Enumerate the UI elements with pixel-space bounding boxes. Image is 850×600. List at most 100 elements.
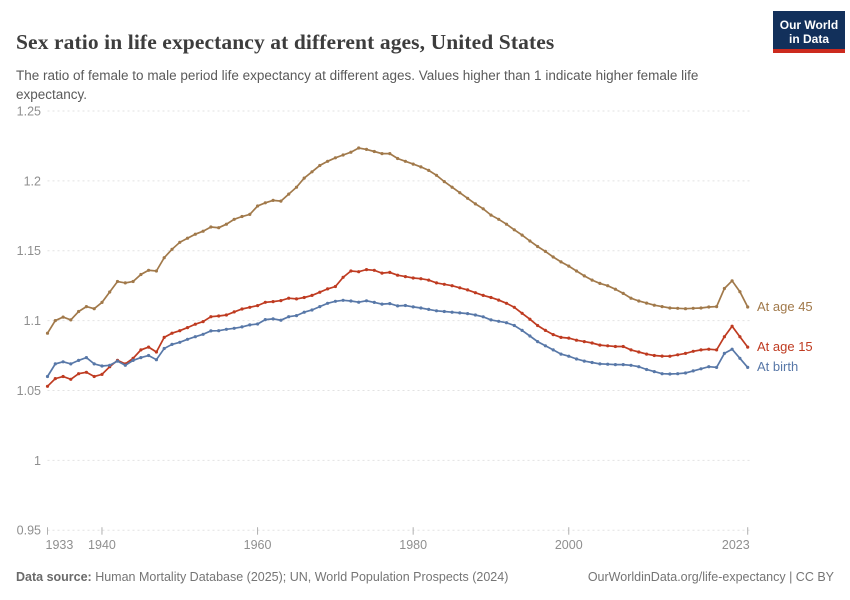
data-point <box>201 332 205 336</box>
data-point <box>481 293 485 297</box>
data-point <box>512 228 516 232</box>
data-point <box>380 302 384 306</box>
data-point <box>256 304 260 308</box>
data-point <box>551 333 555 337</box>
data-point <box>512 323 516 328</box>
data-source-text: Human Mortality Database (2025); UN, Wor… <box>91 570 509 584</box>
data-point <box>61 315 65 319</box>
data-point <box>61 374 65 379</box>
data-point <box>69 318 73 322</box>
data-point <box>691 369 695 373</box>
credit-link[interactable]: OurWorldinData.org/life-expectancy | CC … <box>587 570 834 584</box>
data-point <box>92 362 96 366</box>
owid-logo-line2: in Data <box>788 32 829 46</box>
data-point <box>364 268 369 272</box>
data-point <box>574 269 579 273</box>
data-point <box>738 356 742 360</box>
y-axis-label-1.15: 1.15 <box>17 244 41 258</box>
data-point <box>53 319 57 323</box>
data-point <box>123 281 127 285</box>
data-point <box>131 279 135 284</box>
data-point <box>201 229 205 233</box>
data-point <box>528 239 532 243</box>
data-point <box>287 296 291 300</box>
data-point <box>520 311 524 315</box>
data-point <box>645 352 649 356</box>
data-point <box>310 308 314 312</box>
data-point <box>473 291 477 295</box>
data-point <box>84 356 88 360</box>
data-point <box>512 305 516 309</box>
data-point <box>551 348 555 352</box>
x-axis-label-1940: 1940 <box>88 538 116 552</box>
data-point <box>333 299 337 303</box>
data-point <box>108 363 112 367</box>
data-point <box>240 307 244 311</box>
data-point <box>466 196 470 200</box>
data-point <box>147 353 151 358</box>
data-point <box>442 282 446 286</box>
data-point <box>652 353 656 358</box>
data-point <box>69 362 73 366</box>
page-title: Sex ratio in life expectancy at differen… <box>16 30 555 55</box>
y-axis-label-1.25: 1.25 <box>17 105 41 119</box>
data-point <box>738 335 742 339</box>
data-point <box>590 278 594 282</box>
data-point <box>310 170 314 174</box>
data-point <box>263 300 267 304</box>
data-point <box>590 341 594 345</box>
data-point <box>232 217 236 221</box>
data-point <box>147 345 151 349</box>
data-point <box>660 372 664 376</box>
data-point <box>372 300 376 304</box>
data-point <box>263 318 267 322</box>
data-point <box>310 293 314 297</box>
owid-logo-line1: Our World <box>779 18 839 32</box>
data-point <box>217 329 221 333</box>
data-point <box>256 322 260 326</box>
data-point <box>326 301 330 305</box>
data-point <box>567 336 571 340</box>
data-point <box>279 299 283 303</box>
data-point <box>154 350 158 354</box>
data-point <box>434 281 439 285</box>
owid-logo[interactable]: Our World in Data <box>773 11 845 53</box>
data-point <box>528 334 532 338</box>
data-point <box>232 310 236 314</box>
data-point <box>621 363 625 367</box>
data-point <box>559 335 563 339</box>
data-point <box>699 367 703 371</box>
data-point <box>53 362 57 366</box>
data-point <box>115 359 120 363</box>
data-point <box>147 268 151 272</box>
data-point <box>396 273 400 277</box>
series-label-at-age-45[interactable]: At age 45 <box>757 299 813 314</box>
data-point <box>442 309 446 314</box>
data-point <box>746 365 750 369</box>
data-point <box>434 309 439 313</box>
data-point <box>217 226 221 230</box>
data-point <box>287 192 291 196</box>
data-point <box>730 347 734 351</box>
series-line-at-age-45[interactable] <box>45 146 750 335</box>
series-line-at-age-15[interactable] <box>45 268 750 388</box>
series-line-at-birth[interactable] <box>45 298 750 379</box>
data-point <box>139 348 143 352</box>
data-point <box>520 233 524 237</box>
series-label-at-birth[interactable]: At birth <box>757 359 799 374</box>
data-point <box>419 165 423 169</box>
data-point <box>536 340 540 344</box>
data-point <box>372 268 376 272</box>
data-point <box>458 286 462 290</box>
data-point <box>582 340 586 344</box>
data-point <box>178 340 182 344</box>
data-point <box>108 290 112 294</box>
data-point <box>271 300 275 304</box>
data-point <box>458 311 462 315</box>
data-point <box>466 312 470 316</box>
data-point <box>131 358 135 362</box>
series-label-at-age-15[interactable]: At age 15 <box>757 339 813 354</box>
data-point <box>676 306 680 310</box>
